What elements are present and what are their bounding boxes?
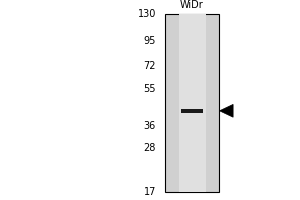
Polygon shape bbox=[220, 104, 233, 117]
Text: WiDr: WiDr bbox=[180, 0, 204, 10]
Text: 17: 17 bbox=[144, 187, 156, 197]
Text: 95: 95 bbox=[144, 36, 156, 46]
Bar bbox=[165, 14, 219, 192]
Text: 28: 28 bbox=[144, 143, 156, 153]
Text: 130: 130 bbox=[138, 9, 156, 19]
Bar bbox=[178, 14, 206, 192]
Bar bbox=[181, 109, 203, 113]
Text: 72: 72 bbox=[143, 61, 156, 71]
Text: 55: 55 bbox=[143, 84, 156, 94]
Text: 36: 36 bbox=[144, 121, 156, 131]
